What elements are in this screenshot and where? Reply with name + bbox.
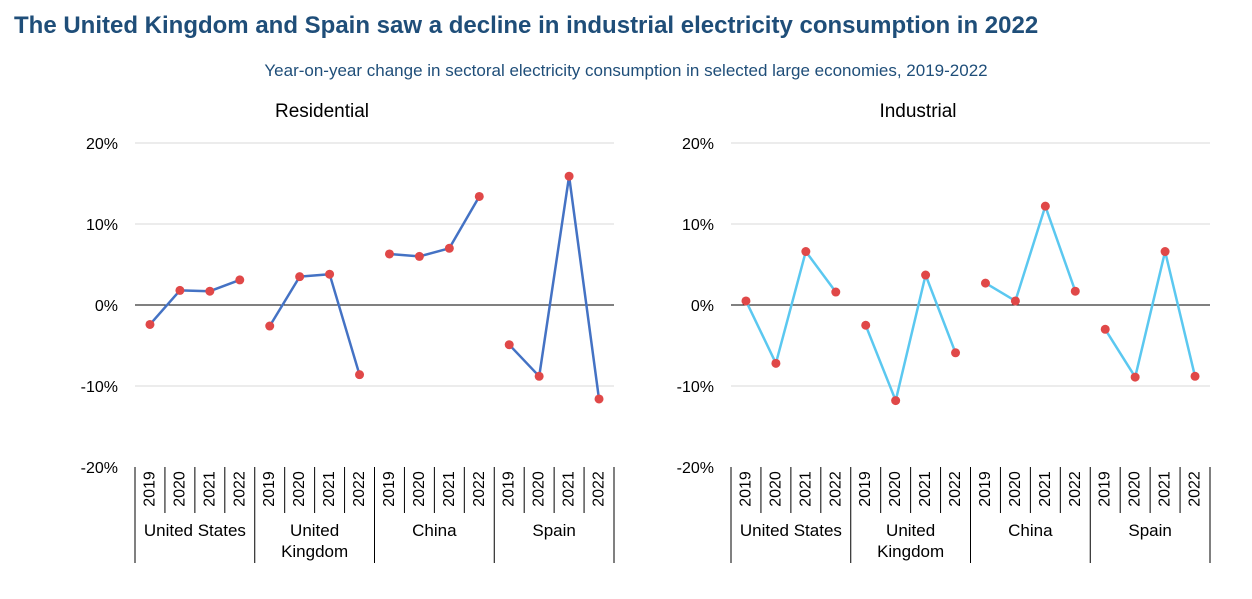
chart-panel-industrial: Industrial 20% 10% 0% -10% -20% 2019 2020 2021 20…: [677, 101, 1211, 563]
data-point: [414, 251, 424, 261]
data-point: [891, 396, 901, 406]
x-tick-label-year: 2021: [1037, 471, 1054, 507]
x-tick-label-year: 2021: [561, 471, 578, 507]
x-tick-label-year: 2019: [381, 471, 398, 507]
y-tick-label: 0%: [691, 298, 714, 315]
x-tick-label-year: 2021: [797, 471, 814, 507]
series-line: [268, 272, 361, 376]
x-group-label: Kingdom: [877, 542, 944, 561]
x-tick-label-year: 2021: [201, 471, 218, 507]
x-group-label: China: [1008, 521, 1053, 540]
data-point: [175, 285, 185, 295]
data-point: [145, 319, 155, 329]
x-tick-label-year: 2019: [977, 471, 994, 507]
series-line: [744, 250, 837, 365]
data-point: [1130, 372, 1140, 382]
data-point: [534, 371, 544, 381]
x-tick-label-year: 2019: [261, 471, 278, 507]
y-tick-label: -10%: [677, 379, 714, 396]
x-tick-label-year: 2022: [591, 471, 608, 507]
data-point: [741, 296, 751, 306]
data-point: [1160, 247, 1170, 257]
x-group-label: United States: [740, 521, 842, 540]
y-tick-label: -20%: [81, 460, 118, 477]
x-tick-label-year: 2022: [351, 471, 368, 507]
data-point: [801, 247, 811, 257]
x-tick-label-year: 2021: [917, 471, 934, 507]
chart-title: The United Kingdom and Spain saw a decli…: [14, 12, 1039, 39]
x-group-label: Spain: [1128, 521, 1171, 540]
data-point: [921, 270, 931, 280]
series-line: [1104, 250, 1197, 379]
y-tick-label: 20%: [86, 136, 118, 153]
x-tick-label-year: 2022: [1067, 471, 1084, 507]
y-tick-label: -10%: [81, 379, 118, 396]
x-tick-label-year: 2022: [827, 471, 844, 507]
y-tick-label: 20%: [682, 136, 714, 153]
data-point: [474, 191, 484, 201]
series-line: [149, 278, 241, 326]
chart-subtitle: Year-on-year change in sectoral electric…: [264, 61, 988, 80]
data-point: [1190, 371, 1200, 381]
x-tick-label-year: 2022: [231, 471, 248, 507]
data-point: [295, 272, 305, 282]
y-tick-label: 10%: [682, 217, 714, 234]
series-line: [508, 174, 601, 400]
data-point: [265, 321, 275, 331]
x-tick-label-year: 2020: [1007, 471, 1024, 507]
x-tick-label-year: 2020: [171, 471, 188, 507]
x-tick-label-year: 2019: [857, 471, 874, 507]
data-point: [564, 171, 574, 181]
x-tick-label-year: 2021: [1157, 471, 1174, 507]
x-tick-label-year: 2020: [531, 471, 548, 507]
x-tick-label-year: 2019: [501, 471, 518, 507]
series-line: [984, 204, 1077, 303]
panel-title: Residential: [275, 101, 369, 122]
data-point: [831, 287, 841, 297]
data-point: [980, 278, 990, 288]
y-tick-label: 10%: [86, 217, 118, 234]
x-tick-label-year: 2020: [887, 471, 904, 507]
x-tick-label-year: 2020: [291, 471, 308, 507]
x-tick-label-year: 2020: [767, 471, 784, 507]
data-point: [205, 286, 215, 296]
x-tick-label-year: 2022: [947, 471, 964, 507]
data-point: [355, 370, 365, 380]
data-point: [384, 249, 394, 259]
x-tick-label-year: 2020: [1127, 471, 1144, 507]
data-point: [444, 243, 454, 253]
x-group-label: United States: [144, 521, 246, 540]
x-tick-label-year: 2021: [321, 471, 338, 507]
series-line: [389, 195, 481, 258]
panel-title: Industrial: [879, 101, 956, 122]
x-group-label: Kingdom: [281, 542, 348, 561]
data-point: [861, 320, 871, 330]
x-tick-label-year: 2022: [1187, 471, 1204, 507]
y-tick-label: 0%: [95, 298, 118, 315]
data-point: [1040, 201, 1050, 211]
data-point: [771, 358, 781, 368]
data-point: [1100, 324, 1110, 334]
data-point: [1070, 286, 1080, 296]
x-tick-label-year: 2022: [471, 471, 488, 507]
data-point: [1010, 296, 1020, 306]
series-line: [864, 273, 957, 402]
data-point: [594, 394, 604, 404]
x-group-label: United: [290, 521, 339, 540]
x-tick-label-year: 2019: [1097, 471, 1114, 507]
chart-panel-residential: Residential 20% 10% 0% -10% -20% 2019 2020 2021 2…: [81, 101, 615, 563]
y-tick-label: -20%: [677, 460, 714, 477]
x-tick-label-year: 2021: [441, 471, 458, 507]
x-group-label: Spain: [532, 521, 575, 540]
x-tick-label-year: 2019: [141, 471, 158, 507]
x-group-label: United: [886, 521, 935, 540]
data-point: [504, 340, 514, 350]
x-tick-label-year: 2019: [737, 471, 754, 507]
x-tick-label-year: 2020: [411, 471, 428, 507]
data-point: [235, 275, 245, 285]
x-group-label: China: [412, 521, 457, 540]
data-point: [325, 269, 335, 279]
data-point: [951, 348, 961, 358]
